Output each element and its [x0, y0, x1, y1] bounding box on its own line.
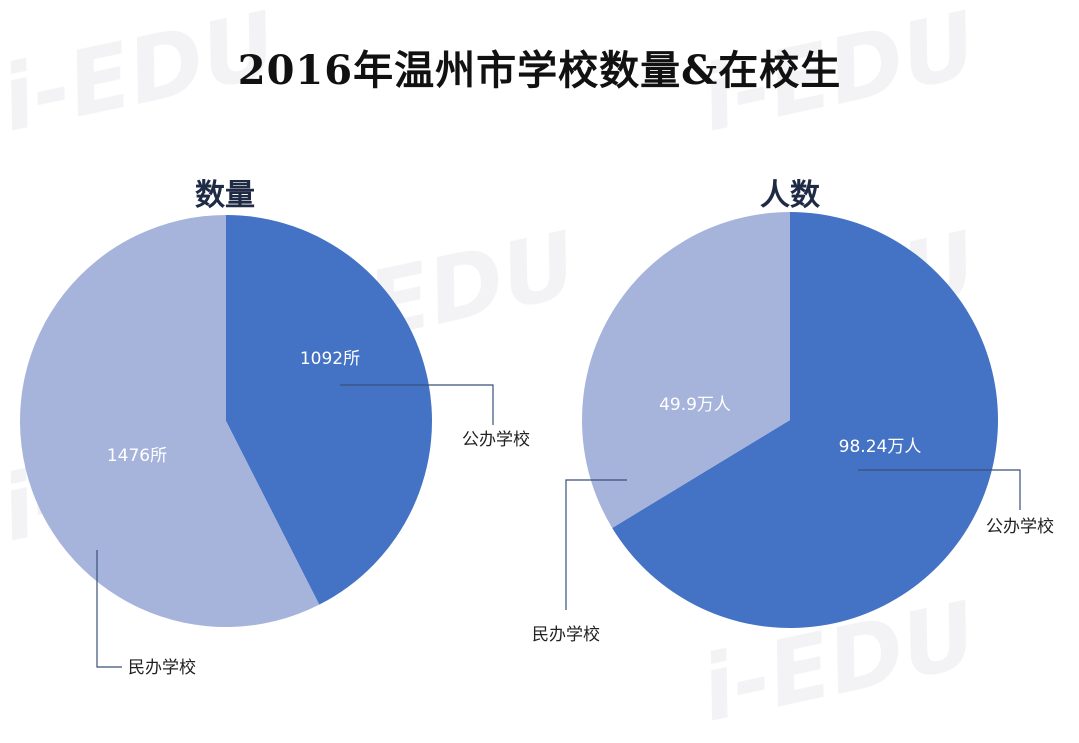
category-label: 公办学校: [986, 517, 1054, 537]
pie-slice-private: [19, 215, 320, 627]
category-label: 民办学校: [128, 658, 196, 678]
data-label: 49.9万人: [659, 395, 731, 415]
chart-title-count: 数量: [195, 178, 255, 213]
page-title: 2016年温州市学校数量&在校生: [237, 47, 842, 94]
data-label: 98.24万人: [839, 437, 922, 457]
pie-slice-private: [582, 212, 790, 528]
category-label: 民办学校: [532, 625, 600, 645]
chart-title-students: 人数: [760, 178, 820, 213]
data-label: 1476所: [107, 446, 167, 466]
leader-line: [340, 384, 494, 425]
leader-line: [96, 550, 122, 668]
pie-slice-public: [612, 212, 999, 629]
data-label: 1092所: [300, 349, 360, 369]
leader-line: [565, 479, 627, 610]
category-label: 公办学校: [462, 430, 530, 450]
pie-slice-public: [226, 215, 432, 605]
infographic: i-EDU i-EDU i-EDU i-EDU i-EDU i-EDU 2016…: [0, 0, 1054, 743]
leader-line: [858, 469, 1021, 510]
